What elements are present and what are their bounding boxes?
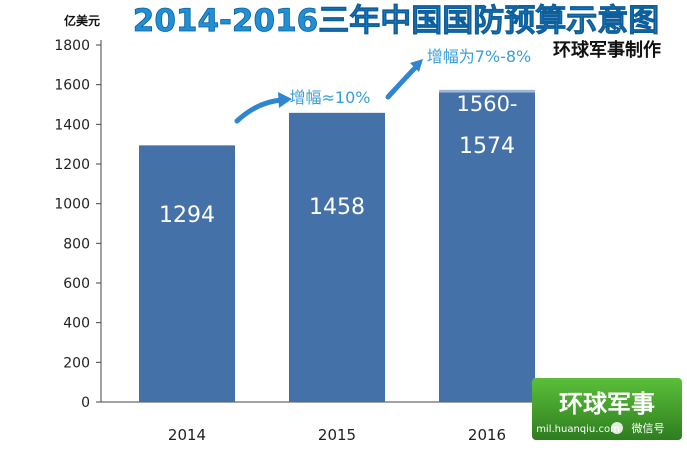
watermark-wechat-text: 微信号 <box>632 421 665 435</box>
growth-arrow-1 <box>234 97 285 124</box>
bar-2014 <box>139 145 235 402</box>
growth-arrow-1-head <box>278 92 292 108</box>
watermark-url-text: mil.huanqiu.com <box>536 424 620 435</box>
y-tick-label: 1600 <box>54 78 90 94</box>
annotation-growth-2016: 增幅为7%-8% <box>427 47 532 66</box>
growth-arrow-2-head <box>410 59 423 72</box>
bar-2016 <box>439 92 535 402</box>
growth-arrow-2 <box>385 64 419 100</box>
bar-value-label-2014: 1294 <box>159 203 215 228</box>
y-tick-label: 200 <box>63 355 90 371</box>
y-tick-label: 1200 <box>54 157 90 173</box>
watermark-logo-background <box>532 378 682 440</box>
y-tick-label: 1800 <box>54 38 90 54</box>
y-axis-unit: 亿美元 <box>64 13 100 28</box>
x-tick-label-2015: 2015 <box>318 426 356 444</box>
x-ticks: 2014 2015 2016 <box>168 426 506 444</box>
y-tick-label: 1400 <box>54 117 90 133</box>
credit-text: 环球军事制作 <box>553 39 661 61</box>
bar-2015 <box>289 112 385 402</box>
y-tick-label: 400 <box>63 316 90 332</box>
y-tick-label: 0 <box>81 395 90 411</box>
chart-title: 2014-2016三年中国国防预算示意图 <box>133 3 659 39</box>
bars: 1294 1458 1560- 1574 <box>139 89 535 402</box>
watermark-logo-text: 环球军事 <box>559 390 655 418</box>
x-tick-label-2016: 2016 <box>468 426 506 444</box>
bar-value-label-2015: 1458 <box>309 195 365 220</box>
bar-range-label-2016: 1560- <box>456 92 517 116</box>
watermark-logo: 环球军事 mil.huanqiu.com 微信号 <box>532 378 682 440</box>
y-tick-label: 600 <box>63 276 90 292</box>
annotation-growth-2015: 增幅≈10% <box>290 88 371 107</box>
wechat-icon <box>611 422 623 434</box>
x-tick-label-2014: 2014 <box>168 426 206 444</box>
y-tick-label: 800 <box>63 236 90 252</box>
y-ticks: 0 200 400 600 800 1000 1200 1400 1600 1800 <box>54 38 101 411</box>
bar-value-label-2016: 1574 <box>459 134 515 159</box>
y-tick-label: 1000 <box>54 197 90 213</box>
